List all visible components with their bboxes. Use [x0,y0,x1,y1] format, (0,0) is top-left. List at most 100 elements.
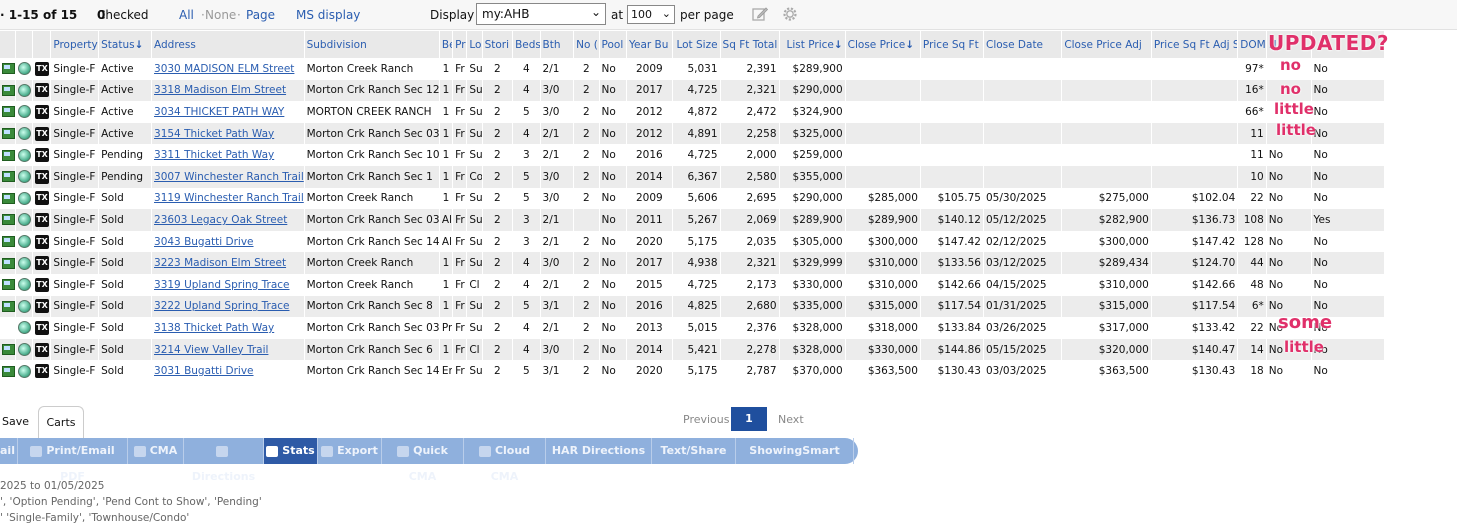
table-row[interactable]: TX Single-F Active 3034 THICKET PATH WAY MOR… [0,101,1385,123]
cell-address-link[interactable]: 3318 Madison Elm Street [151,79,305,102]
table-row[interactable]: TX Single-F Sold 23603 Legacy Oak Street Mor… [0,209,1385,231]
tax-cell[interactable]: TX [32,295,52,318]
address-link[interactable]: 3154 Thicket Path Way [154,127,275,140]
tax-cell[interactable]: TX [32,187,52,210]
photo-icon[interactable] [2,279,15,291]
cell-address-link[interactable]: 3030 MADISON ELM Street [151,58,305,80]
next-page-link[interactable]: Next [778,413,804,426]
display-select[interactable]: my:AHB ⌄ [476,3,606,25]
action-directions[interactable]: Directions [184,438,264,483]
tax-cell[interactable]: TX [32,273,52,296]
address-link[interactable]: 23603 Legacy Oak Street [154,213,288,226]
tax-cell[interactable]: TX [32,360,52,382]
globe-icon[interactable] [17,278,31,292]
edit-icon[interactable] [751,5,769,23]
map-cell[interactable] [15,295,34,318]
column-header[interactable]: Address [151,31,305,58]
tax-cell[interactable]: TX [32,79,52,102]
column-header[interactable]: Be [439,31,454,58]
column-header[interactable]: Price Sq Ft [920,31,984,58]
table-row[interactable]: TX Single-F Sold 3319 Upland Spring Trace Mo… [0,273,1385,296]
table-row[interactable]: TX Single-F Active 3030 MADISON ELM Street M… [0,58,1385,80]
address-link[interactable]: 3222 Upland Spring Trace [154,300,290,313]
address-link[interactable]: 3043 Bugatti Drive [154,235,254,248]
globe-icon[interactable] [17,364,31,378]
cell-address-link[interactable]: 3154 Thicket Path Way [151,122,305,145]
photo-cell[interactable] [0,295,16,318]
address-link[interactable]: 3214 View Valley Trail [154,343,269,356]
map-cell[interactable] [15,230,34,253]
map-cell[interactable] [15,317,34,339]
column-header[interactable]: List Price↓ [779,31,846,58]
table-row[interactable]: TX Single-F Sold 3119 Winchester Ranch Trai… [0,187,1385,210]
action-text-share[interactable]: Text/Share [652,438,736,464]
cell-address-link[interactable]: 3119 Winchester Ranch Trail [151,187,305,210]
address-link[interactable]: 3119 Winchester Ranch Trail [154,192,304,205]
tab-save[interactable]: Save [2,415,30,428]
map-cell[interactable] [15,360,34,382]
table-row[interactable]: TX Single-F Pending 3311 Thicket Path Way Mo… [0,144,1385,166]
map-cell[interactable] [15,144,34,166]
column-header[interactable]: N [1266,31,1312,58]
action-stats[interactable]: Stats [264,438,318,464]
photo-cell[interactable] [0,122,16,145]
cell-address-link[interactable]: 3222 Upland Spring Trace [151,295,305,318]
address-link[interactable]: 3223 Madison Elm Street [154,257,287,270]
column-header[interactable]: Bth [540,31,575,58]
table-row[interactable]: TX Single-F Sold 3223 Madison Elm Street Mor… [0,252,1385,274]
action-cma[interactable]: CMA [128,438,184,464]
cell-address-link[interactable]: 3007 Winchester Ranch Trail [151,165,305,188]
column-header[interactable]: Status↓ [98,31,153,58]
globe-icon[interactable] [17,235,31,249]
tax-record-icon[interactable]: TX [35,320,50,335]
photo-cell[interactable] [0,58,16,80]
tax-record-icon[interactable]: TX [35,169,50,184]
photo-cell[interactable] [0,252,16,274]
column-header[interactable]: Lot Size [672,31,721,58]
tax-cell[interactable]: TX [32,165,52,188]
map-cell[interactable] [15,252,34,274]
tax-cell[interactable]: TX [32,144,52,166]
photo-icon[interactable] [2,84,15,96]
address-link[interactable]: 3031 Bugatti Drive [154,365,254,378]
photo-cell[interactable] [0,101,16,123]
cell-address-link[interactable]: 3138 Thicket Path Way [151,317,305,339]
photo-cell[interactable] [0,360,16,382]
select-none-link[interactable]: None [205,8,237,22]
ms-display-link[interactable]: MS display [296,8,361,22]
column-header[interactable]: Close Price Adj [1061,31,1152,58]
column-header[interactable]: Year Bu [626,31,673,58]
tax-record-icon[interactable]: TX [35,61,50,76]
tax-record-icon[interactable]: TX [35,191,50,206]
tax-cell[interactable]: TX [32,230,52,253]
address-link[interactable]: 3138 Thicket Path Way [154,321,275,334]
action-print-email-pdf[interactable]: Print/Email PDF [18,438,128,483]
action-showingsmart[interactable]: ShowingSmart [736,438,854,464]
globe-icon[interactable] [17,299,31,313]
address-link[interactable]: 3007 Winchester Ranch Trail [154,170,304,183]
action-quick-cma[interactable]: Quick CMA [382,438,464,483]
photo-icon[interactable] [2,236,15,248]
globe-icon[interactable] [17,191,31,205]
map-cell[interactable] [15,58,34,80]
cell-address-link[interactable]: 3223 Madison Elm Street [151,252,305,274]
table-row[interactable]: TX Single-F Sold 3138 Thicket Path Way Morto… [0,317,1385,339]
cell-address-link[interactable]: 3214 View Valley Trail [151,338,305,361]
tax-cell[interactable]: TX [32,317,52,339]
tax-record-icon[interactable]: TX [35,148,50,163]
photo-cell[interactable] [0,144,16,166]
column-header[interactable]: Close Date [983,31,1063,58]
globe-icon[interactable] [17,148,31,162]
action-cloud-cma[interactable]: Cloud CMA [464,438,546,483]
tax-cell[interactable]: TX [32,338,52,361]
table-row[interactable]: TX Single-F Sold 3043 Bugatti Drive Morton C… [0,230,1385,253]
gear-icon[interactable] [781,5,799,23]
tax-record-icon[interactable]: TX [35,342,50,357]
column-header[interactable]: Subdivision [304,31,440,58]
globe-icon[interactable] [17,170,31,184]
photo-cell[interactable] [0,187,16,210]
photo-cell[interactable] [0,317,16,339]
photo-icon[interactable] [2,257,15,269]
tax-record-icon[interactable]: TX [35,126,50,141]
map-cell[interactable] [15,101,34,123]
